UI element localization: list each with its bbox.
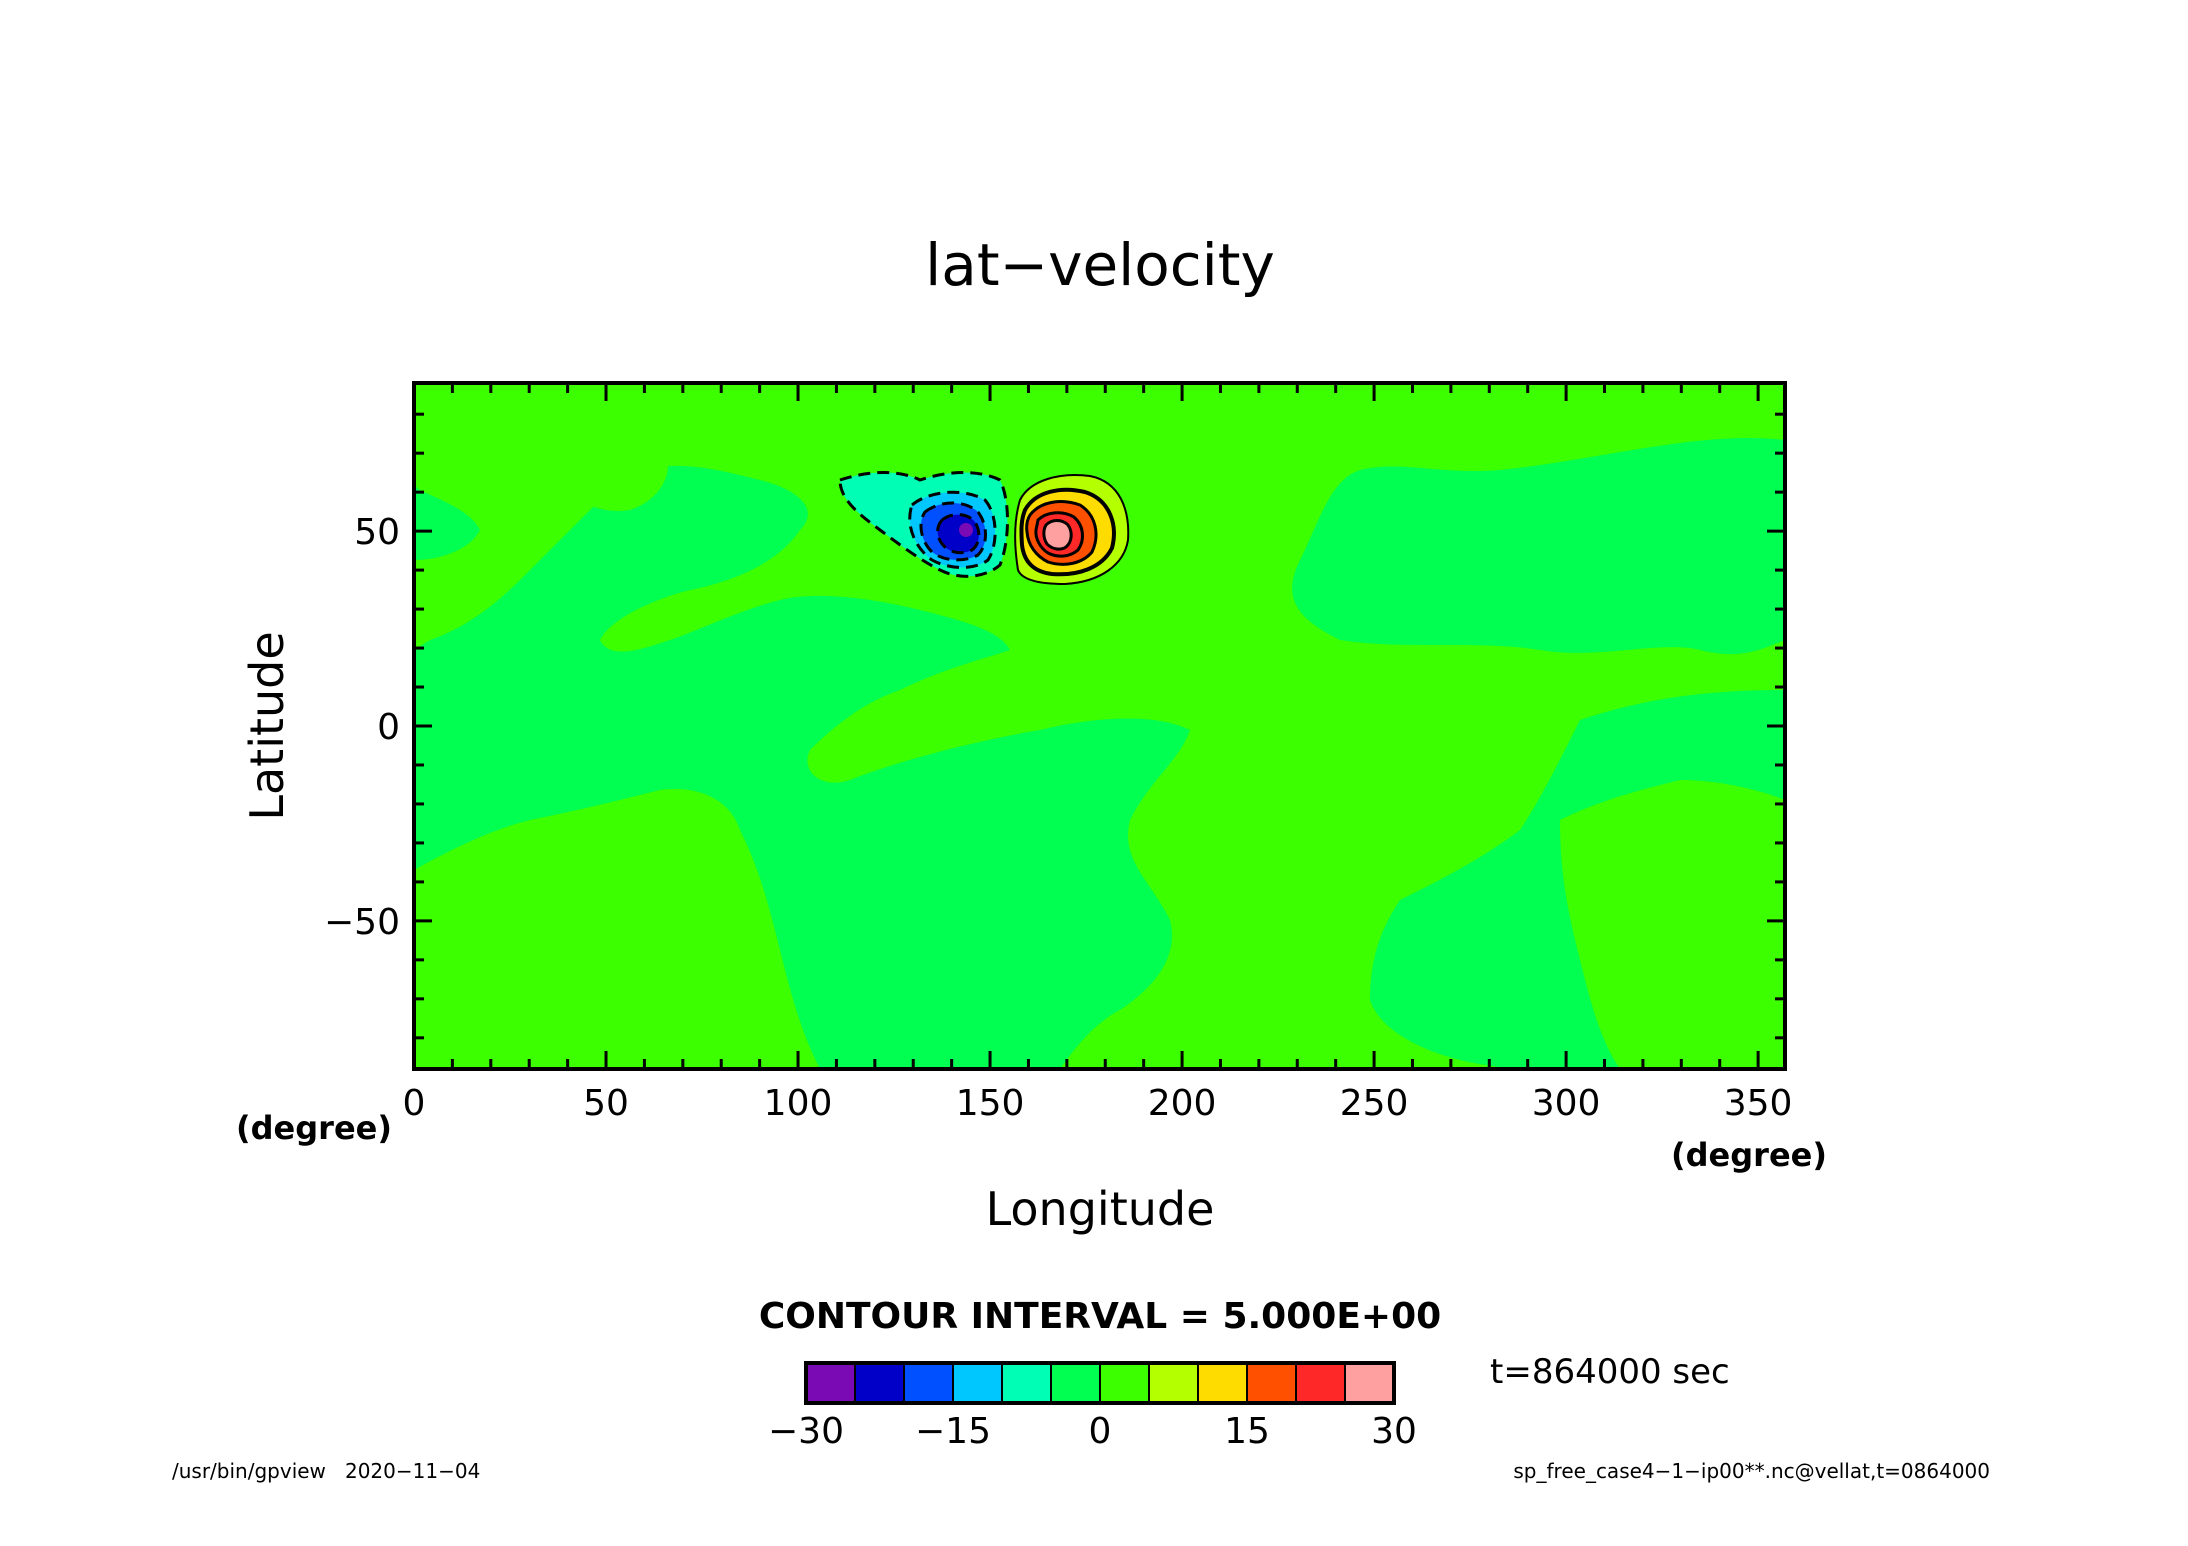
colorbar xyxy=(804,1361,1396,1405)
time-label: t=864000 sec xyxy=(1490,1352,1730,1392)
y-tick-label: −50 xyxy=(324,902,400,943)
colorbar-swatch xyxy=(1148,1362,1199,1404)
y-tick-label: 0 xyxy=(377,707,400,748)
x-tick-label: 200 xyxy=(1148,1083,1217,1124)
x-tick-label: 300 xyxy=(1532,1083,1601,1124)
colorbar-swatch xyxy=(854,1362,905,1404)
colorbar-swatch xyxy=(903,1362,954,1404)
y-axis-tick-labels: −50 0 50 xyxy=(324,512,400,943)
footer-right: sp_free_case4−1−ip00**.nc@vellat,t=08640… xyxy=(1513,1459,1990,1483)
colorbar-tick-labels: −30 −15 0 15 30 xyxy=(768,1411,1417,1452)
x-tick-label: 150 xyxy=(956,1083,1025,1124)
x-tick-label: 50 xyxy=(583,1083,629,1124)
x-axis-ticks xyxy=(450,383,1760,1069)
positive-vortex xyxy=(1014,474,1130,586)
colorbar-swatch xyxy=(1050,1362,1101,1404)
y-axis-ticks xyxy=(414,412,1785,1040)
colorbar-swatch xyxy=(1295,1362,1346,1404)
colorbar-swatch xyxy=(1001,1362,1052,1404)
negative-vortex xyxy=(838,471,1009,578)
colorbar-label: 0 xyxy=(1089,1411,1112,1452)
x-unit-right: (degree) xyxy=(1671,1136,1827,1174)
colorbar-swatch xyxy=(805,1362,856,1404)
x-axis-title: Longitude xyxy=(986,1182,1215,1236)
x-tick-label: 250 xyxy=(1340,1083,1409,1124)
colorbar-label: 30 xyxy=(1371,1411,1417,1452)
contour-interval-label: CONTOUR INTERVAL = 5.000E+00 xyxy=(759,1296,1441,1337)
colorbar-swatch xyxy=(1246,1362,1297,1404)
y-axis-title: Latitude xyxy=(240,631,294,820)
x-tick-label: 0 xyxy=(403,1083,426,1124)
colorbar-label: −30 xyxy=(768,1411,844,1452)
plot-area xyxy=(414,383,1785,1069)
x-unit-left: (degree) xyxy=(236,1109,392,1147)
colorbar-frame xyxy=(804,1361,1396,1405)
x-tick-label: 350 xyxy=(1724,1083,1793,1124)
colorbar-label: −15 xyxy=(915,1411,991,1452)
y-tick-label: 50 xyxy=(354,512,400,553)
footer-left: /usr/bin/gpview 2020−11−04 xyxy=(172,1459,480,1483)
chart-title: lat−velocity xyxy=(925,231,1275,299)
colorbar-label: 15 xyxy=(1224,1411,1270,1452)
x-axis-tick-labels: 0 50 100 150 200 250 300 350 xyxy=(403,1083,1793,1124)
colorbar-swatch xyxy=(1099,1362,1150,1404)
colorbar-swatch xyxy=(1344,1362,1395,1404)
colorbar-swatch xyxy=(952,1362,1003,1404)
x-tick-label: 100 xyxy=(764,1083,833,1124)
colorbar-swatch xyxy=(1197,1362,1248,1404)
